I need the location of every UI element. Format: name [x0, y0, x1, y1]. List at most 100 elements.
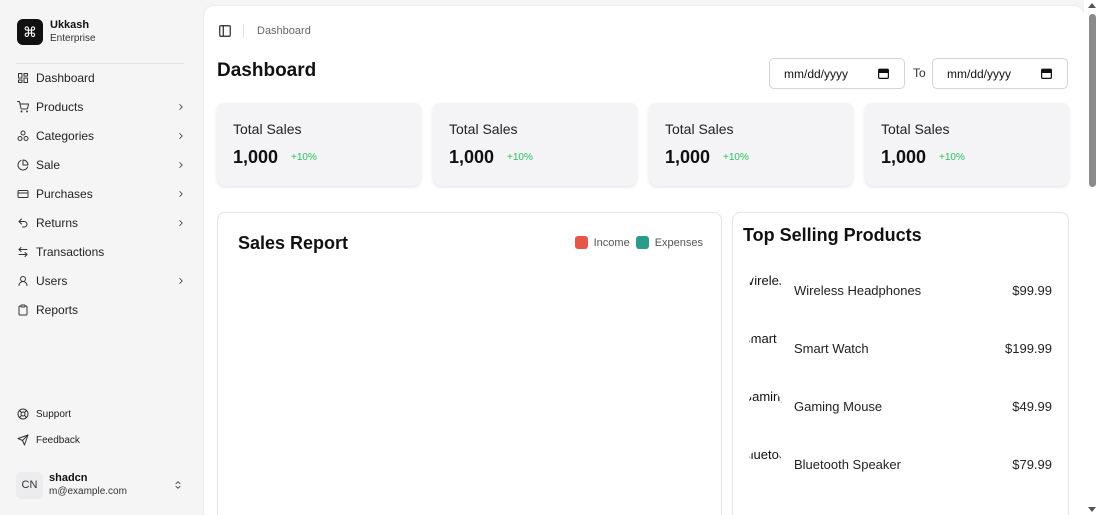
- list-item[interactable]: Gaming Mouse Gaming Mouse $49.99: [733, 386, 1068, 426]
- command-icon: ⌘: [17, 19, 43, 45]
- list-item[interactable]: Bluetooth Speaker Bluetooth Speaker $79.…: [733, 444, 1068, 484]
- pie-chart-icon: [17, 159, 29, 171]
- sidebar-item-label: Support: [36, 408, 72, 420]
- stat-label: Total Sales: [233, 121, 302, 137]
- product-price: $199.99: [1005, 340, 1052, 356]
- sidebar-item-label: Users: [36, 273, 68, 288]
- calendar-icon[interactable]: [1040, 67, 1053, 80]
- stat-change: +10%: [291, 152, 317, 163]
- chevron-right-icon: [176, 218, 186, 228]
- toolbar-divider: [243, 24, 244, 38]
- sales-report-title: Sales Report: [238, 233, 349, 253]
- send-icon: [17, 434, 29, 446]
- stat-value: 1,000: [449, 147, 495, 167]
- product-price: $99.99: [1012, 282, 1052, 298]
- product-image: Wireless Headphones: [748, 273, 782, 288]
- sidebar-secondary-nav: Support Feedback: [8, 401, 194, 453]
- legend-swatch-income: [574, 236, 588, 249]
- sidebar-item-dashboard[interactable]: Dashboard: [8, 63, 194, 92]
- brand[interactable]: ⌘ Ukkash Enterprise: [17, 19, 96, 45]
- chart-legend: Income Expenses: [569, 236, 703, 249]
- scroll-up-arrow-icon[interactable]: [1088, 3, 1096, 8]
- sidebar-toggle-icon[interactable]: [218, 24, 232, 38]
- stat-card: Total Sales 1,000 +10%: [433, 103, 637, 186]
- cart-icon: [17, 100, 29, 113]
- stat-change: +10%: [723, 152, 749, 163]
- stat-label: Total Sales: [881, 121, 950, 137]
- date-from-placeholder: mm/dd/yyyy: [784, 66, 849, 81]
- brand-name: Ukkash: [50, 19, 90, 31]
- breadcrumb[interactable]: Dashboard: [257, 25, 311, 37]
- sidebar-item-feedback[interactable]: Feedback: [8, 427, 194, 453]
- user-icon: [17, 275, 29, 287]
- sidebar-item-reports[interactable]: Reports: [8, 295, 194, 324]
- sidebar-item-label: Transactions: [36, 244, 105, 259]
- product-price: $49.99: [1012, 398, 1052, 414]
- product-price: $79.99: [1012, 456, 1052, 472]
- brand-subtitle: Enterprise: [50, 33, 96, 44]
- chevron-right-icon: [176, 131, 186, 141]
- user-email: m@example.com: [49, 486, 127, 497]
- list-item[interactable]: Smart Watch Smart Watch $199.99: [733, 328, 1068, 368]
- product-name: Smart Watch: [794, 340, 869, 356]
- stat-label: Total Sales: [449, 121, 518, 137]
- product-name: Wireless Headphones: [794, 282, 922, 298]
- stat-change: +10%: [939, 152, 965, 163]
- list-item[interactable]: Wireless Headphones Wireless Headphones …: [733, 270, 1068, 310]
- date-to-placeholder: mm/dd/yyyy: [947, 66, 1012, 81]
- chevron-right-icon: [176, 189, 186, 199]
- stat-card: Total Sales 1,000 +10%: [217, 103, 421, 186]
- stat-card: Total Sales 1,000 +10%: [649, 103, 853, 186]
- legend-item-income[interactable]: Income: [574, 236, 630, 249]
- sidebar-item-label: Feedback: [36, 434, 80, 446]
- page-title: Dashboard: [217, 60, 317, 81]
- shapes-icon: [17, 130, 29, 142]
- chevron-right-icon: [176, 276, 186, 286]
- sidebar-item-products[interactable]: Products: [8, 92, 194, 121]
- product-name: Gaming Mouse: [794, 398, 883, 414]
- product-image: Bluetooth Speaker: [748, 447, 782, 462]
- sidebar-item-sale[interactable]: Sale: [8, 150, 194, 179]
- top-selling-title: Top Selling Products: [743, 225, 922, 245]
- stat-value: 1,000: [881, 147, 927, 167]
- sidebar-item-label: Dashboard: [36, 70, 95, 85]
- sidebar-item-purchases[interactable]: Purchases: [8, 179, 194, 208]
- chevron-right-icon: [176, 102, 186, 112]
- legend-item-expenses[interactable]: Expenses: [635, 236, 703, 249]
- date-from-input[interactable]: mm/dd/yyyy: [769, 58, 905, 89]
- scrollbar-thumb[interactable]: [1089, 14, 1096, 187]
- sidebar-item-label: Categories: [36, 128, 95, 143]
- stat-card: Total Sales 1,000 +10%: [865, 103, 1069, 186]
- legend-label: Expenses: [654, 236, 703, 249]
- sidebar-item-support[interactable]: Support: [8, 401, 194, 427]
- user-menu[interactable]: CN shadcn m@example.com: [16, 469, 186, 501]
- sidebar-item-users[interactable]: Users: [8, 266, 194, 295]
- product-image: Smart Watch: [748, 331, 782, 346]
- scroll-down-arrow-icon[interactable]: [1088, 507, 1096, 512]
- undo-icon: [17, 217, 29, 229]
- main-panel: Dashboard Dashboard mm/dd/yyyy To mm/dd/…: [204, 6, 1084, 515]
- life-buoy-icon: [17, 408, 29, 420]
- top-selling-card: Top Selling Products Wireless Headphones…: [732, 212, 1069, 515]
- sidebar-item-categories[interactable]: Categories: [8, 121, 194, 150]
- stat-label: Total Sales: [665, 121, 734, 137]
- sidebar-nav: Dashboard Products Categories Sale Purch…: [8, 63, 194, 324]
- product-image: Gaming Mouse: [748, 389, 782, 404]
- chevron-right-icon: [176, 160, 186, 170]
- sidebar-item-label: Returns: [36, 215, 79, 230]
- chevrons-up-down-icon: [173, 479, 183, 491]
- sidebar-item-transactions[interactable]: Transactions: [8, 237, 194, 266]
- stat-change: +10%: [507, 152, 533, 163]
- user-name: shadcn: [49, 472, 88, 484]
- product-name: Bluetooth Speaker: [794, 456, 901, 472]
- date-to-input[interactable]: mm/dd/yyyy: [932, 58, 1068, 89]
- page-scrollbar[interactable]: [1084, 0, 1100, 515]
- dashboard-icon: [17, 72, 29, 84]
- stat-value: 1,000: [233, 147, 279, 167]
- legend-label: Income: [593, 236, 630, 249]
- sidebar-item-label: Sale: [36, 157, 61, 172]
- sidebar-item-returns[interactable]: Returns: [8, 208, 194, 237]
- legend-swatch-expenses: [635, 236, 649, 249]
- sidebar: ⌘ Ukkash Enterprise Dashboard Products C…: [0, 0, 203, 515]
- calendar-icon[interactable]: [877, 67, 890, 80]
